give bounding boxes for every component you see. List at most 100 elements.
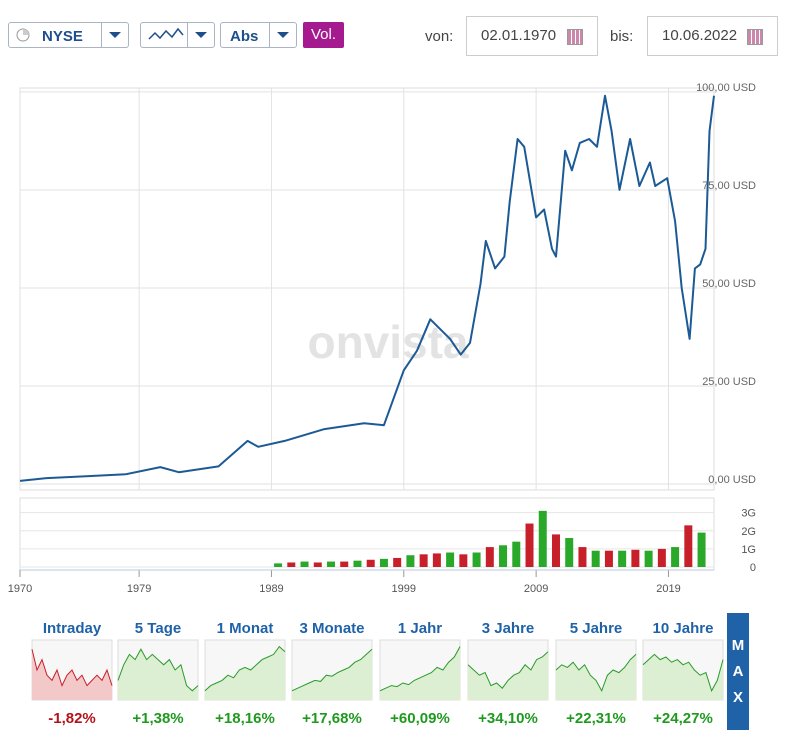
- dropdown-arrow: [101, 23, 128, 47]
- period-change: +18,16%: [215, 710, 275, 727]
- volume-bar: [631, 549, 640, 567]
- thumb-line: [467, 651, 549, 689]
- period-title: Intraday: [43, 620, 102, 637]
- y-tick-label: 3G: [741, 508, 756, 520]
- volume-bar: [499, 545, 508, 567]
- volume-bar: [551, 534, 560, 567]
- thumbnails: Intraday -1,82% 5 Tage +1,38% 1 Monat +18,16%…: [31, 620, 724, 727]
- line-icon: [148, 27, 184, 40]
- watermark: onvista: [307, 316, 468, 368]
- thumb-line: [204, 645, 286, 692]
- volume-bar: [565, 538, 574, 567]
- y-tick-label: 0: [750, 562, 756, 574]
- max-letter: X: [733, 689, 743, 706]
- clock-icon: [16, 28, 30, 42]
- volume-bar: [618, 550, 627, 567]
- volume-bar: [287, 562, 296, 567]
- thumb-area: [118, 649, 198, 700]
- y-tick-label: 0,00 USD: [708, 474, 756, 486]
- y-tick-label: 50,00 USD: [702, 278, 756, 290]
- chart-type-select[interactable]: [140, 22, 215, 48]
- volume-bar: [340, 561, 349, 567]
- period-change: +34,10%: [478, 710, 538, 727]
- thumb-line: [379, 646, 461, 692]
- max-letter: A: [733, 663, 744, 680]
- period-title: 3 Monate: [299, 620, 364, 637]
- period-title: 1 Jahr: [398, 620, 442, 637]
- volume-bar: [697, 532, 706, 567]
- from-label: von:: [425, 28, 454, 45]
- to-label: bis:: [610, 28, 634, 45]
- period-change: +60,09%: [390, 710, 450, 727]
- y-tick-label: 75,00 USD: [702, 180, 756, 192]
- volume-bar: [313, 562, 322, 567]
- y-tick-label: 25,00 USD: [702, 376, 756, 388]
- period-change: +22,31%: [566, 710, 626, 727]
- volume-bar: [644, 550, 653, 567]
- volume-bar: [353, 560, 362, 567]
- x-tick-label: 1999: [392, 583, 416, 595]
- period-title: 1 Monat: [217, 620, 274, 637]
- exchange: NYSE: [42, 28, 83, 45]
- volume-bar: [432, 553, 441, 567]
- calendar-icon: [747, 29, 763, 45]
- max-button[interactable]: [727, 613, 749, 730]
- volume-bar: [274, 563, 283, 567]
- volume-bar: [578, 547, 587, 567]
- period-title: 5 Jahre: [570, 620, 623, 637]
- y-tick-label: 2G: [741, 526, 756, 538]
- volume-toggle[interactable]: Vol.: [303, 22, 344, 48]
- thumb-line: [642, 653, 724, 693]
- x-tick-label: 1989: [259, 583, 283, 595]
- max-letter: M: [732, 637, 745, 654]
- period-change: +1,38%: [132, 710, 183, 727]
- volume-bar: [393, 557, 402, 567]
- thumb-line: [31, 649, 113, 687]
- volume-bar: [327, 561, 336, 567]
- period-title: 3 Jahre: [482, 620, 535, 637]
- x-tick-label: 1979: [127, 583, 151, 595]
- period-change: -1,82%: [48, 710, 96, 727]
- mode-select[interactable]: Abs: [220, 22, 297, 48]
- volume-bar: [459, 554, 468, 567]
- volume-bar: [406, 555, 415, 567]
- volume-bar: [525, 523, 534, 567]
- volume-bar: [419, 554, 428, 567]
- volume-bar: [671, 547, 680, 567]
- volume-bar: [472, 552, 481, 567]
- dropdown-arrow: [187, 23, 214, 47]
- period-change: +24,27%: [653, 710, 713, 727]
- volume-bar: [379, 558, 388, 567]
- dropdown-arrow: [269, 23, 296, 47]
- price-line: [19, 94, 715, 482]
- period-title: 10 Jahre: [653, 620, 714, 637]
- y-tick-label: 1G: [741, 544, 756, 556]
- mode: Abs: [230, 28, 259, 45]
- to-date[interactable]: 10.06.2022: [647, 16, 778, 56]
- y-tick-label: 100,00 USD: [696, 82, 756, 94]
- plot-frame: [19, 87, 715, 491]
- thumb-area: [205, 646, 285, 700]
- volume-bar: [657, 548, 666, 567]
- thumb-area: [380, 646, 460, 700]
- calendar-icon: [567, 29, 583, 45]
- to-date-text: 10.06.2022: [662, 27, 738, 44]
- thumb-area: [643, 654, 723, 700]
- volume-bar: [604, 550, 613, 567]
- volume-bar: [512, 541, 521, 567]
- thumb-area: [292, 649, 372, 700]
- volume-bar: [684, 525, 693, 567]
- volume-bar: [366, 559, 375, 567]
- period-change: +17,68%: [302, 710, 362, 727]
- thumb-area: [556, 654, 636, 700]
- x-tick-label: 2019: [656, 583, 680, 595]
- x-tick-label: 2009: [524, 583, 548, 595]
- thumb-area: [32, 649, 112, 700]
- exchange-select[interactable]: NYSE: [8, 22, 129, 48]
- thumb-line: [555, 654, 637, 693]
- from-date[interactable]: 02.01.1970: [466, 16, 598, 56]
- volume-bar: [446, 552, 455, 567]
- from-date-text: 02.01.1970: [481, 27, 557, 44]
